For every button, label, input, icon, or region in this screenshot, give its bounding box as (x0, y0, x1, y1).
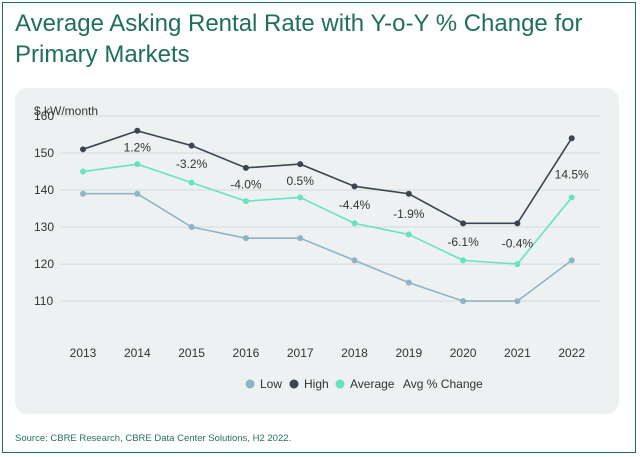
legend-label-low: Low (260, 377, 282, 391)
legend-label-average: Average (350, 377, 395, 391)
average-point (405, 231, 412, 238)
average-point (297, 194, 304, 201)
average-point (351, 220, 358, 227)
x-tick-label: 2017 (287, 346, 314, 360)
y-tick-label: 120 (34, 257, 54, 271)
average-point (568, 194, 575, 201)
y-tick-label: 150 (34, 146, 54, 160)
average-point (134, 161, 141, 168)
y-axis-label: $ kW/month (34, 104, 98, 118)
avg-change-label: -3.2% (176, 157, 208, 171)
low-point (242, 235, 249, 242)
legend-marker-low (245, 379, 255, 389)
high-point (514, 220, 521, 227)
y-tick-label: 130 (34, 220, 54, 234)
avg-change-label: 14.5% (555, 167, 589, 181)
legend-marker-average (335, 379, 345, 389)
low-point (568, 257, 575, 264)
average-point (514, 261, 521, 268)
high-point (297, 161, 304, 168)
avg-change-label: -6.1% (447, 235, 479, 249)
avg-change-label: -1.9% (393, 207, 425, 221)
chart-panel (15, 88, 619, 414)
x-tick-label: 2020 (450, 346, 477, 360)
low-series-line (83, 192, 573, 302)
x-tick-label: 2016 (233, 346, 260, 360)
avg-change-label: 0.5% (287, 174, 315, 188)
average-series-line (82, 163, 573, 265)
x-tick-label: 2013 (70, 346, 97, 360)
low-point (405, 279, 412, 286)
average-point (242, 198, 249, 205)
x-tick-label: 2019 (395, 346, 422, 360)
avg-change-label: -4.4% (339, 198, 371, 212)
high-point (242, 164, 249, 171)
chart-title: Average Asking Rental Rate with Y-o-Y % … (15, 10, 583, 68)
avg-change-label: -0.4% (502, 237, 534, 251)
x-tick-label: 2021 (504, 346, 531, 360)
high-point (405, 190, 412, 197)
low-point (297, 235, 304, 242)
average-point (188, 179, 195, 186)
low-point (351, 257, 358, 264)
x-tick-label: 2022 (558, 346, 585, 360)
legend-label-high: High (304, 377, 329, 391)
y-tick-label: 140 (34, 183, 54, 197)
high-point (80, 146, 86, 153)
low-point (460, 298, 467, 305)
x-tick-label: 2018 (341, 346, 368, 360)
high-series-line (82, 129, 573, 225)
high-point (568, 135, 575, 142)
source-note: Source: CBRE Research, CBRE Data Center … (15, 433, 292, 444)
x-tick-label: 2015 (178, 346, 205, 360)
y-tick-label: 160 (34, 109, 54, 123)
high-point (188, 142, 195, 149)
x-tick-label: 2014 (124, 346, 151, 360)
legend-marker-high (289, 379, 299, 389)
avg-change-label: -4.0% (230, 177, 262, 191)
high-point (460, 220, 467, 227)
avg-change-label: 1.2% (124, 140, 152, 154)
average-point (80, 168, 86, 175)
high-point (351, 183, 358, 190)
low-point (514, 298, 521, 305)
legend-label-avg-change: Avg % Change (403, 377, 483, 391)
low-point (188, 224, 195, 231)
high-point (134, 127, 141, 134)
low-point (134, 190, 141, 197)
average-point (460, 257, 467, 264)
low-point (80, 190, 86, 197)
y-tick-label: 110 (34, 294, 53, 308)
